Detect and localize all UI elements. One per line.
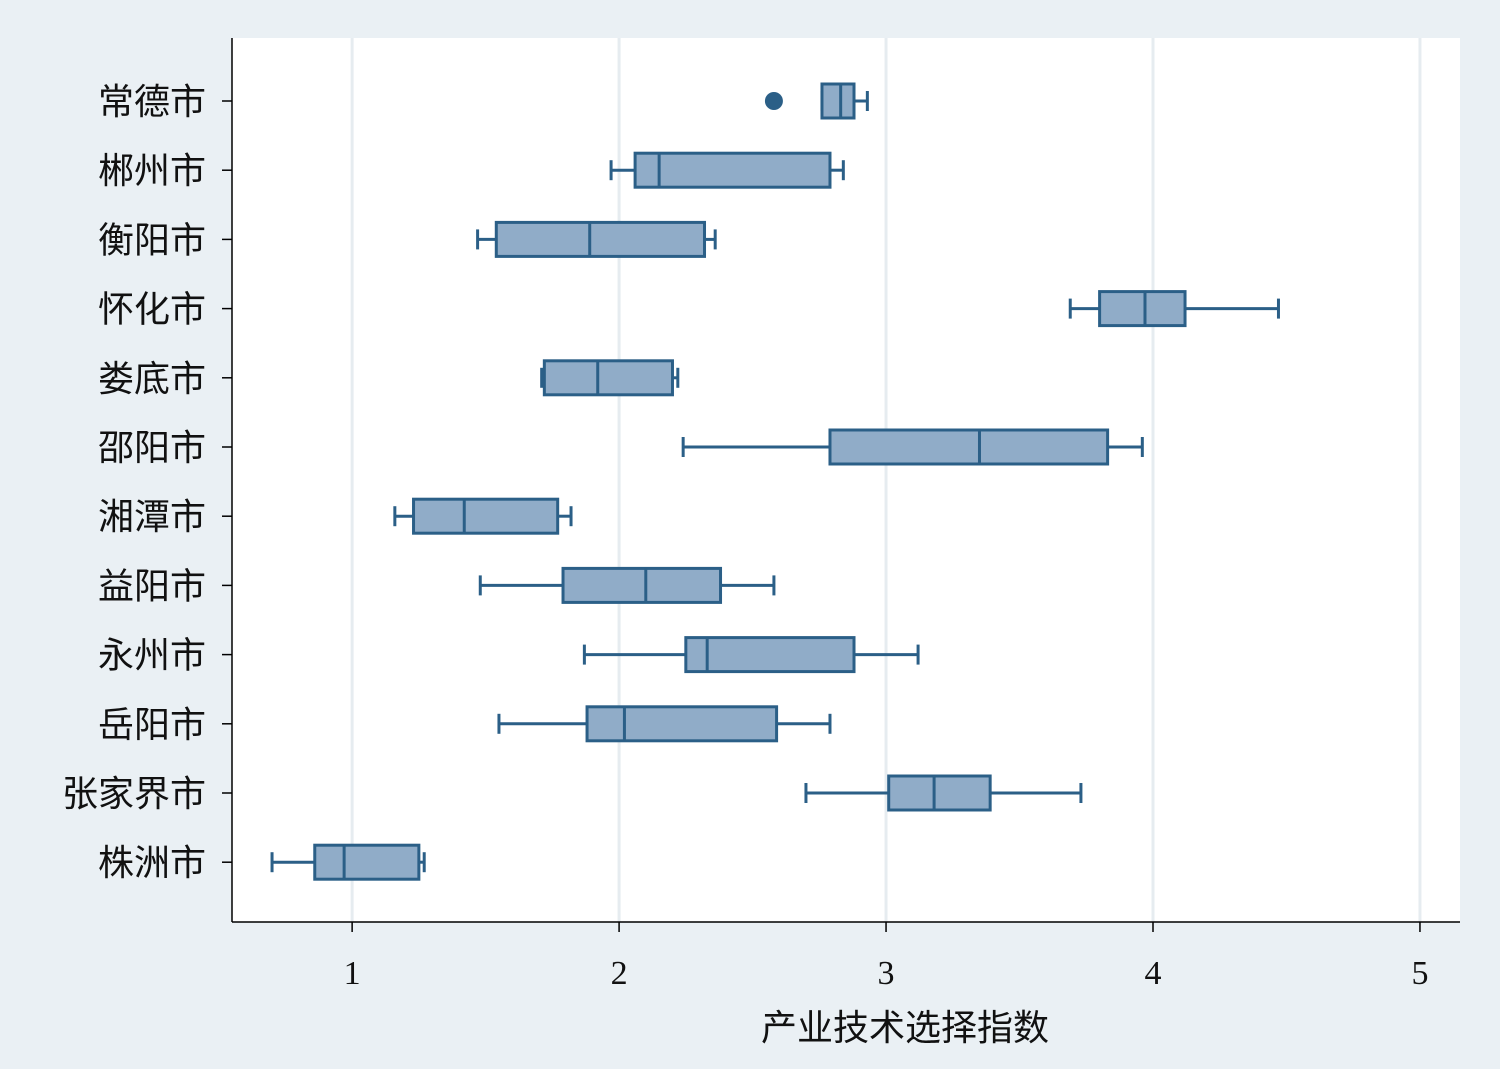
box-3 bbox=[476, 220, 717, 258]
y-category-label: 张家界市 bbox=[62, 774, 206, 815]
box-4 bbox=[1068, 290, 1280, 328]
y-category-label: 郴州市 bbox=[98, 151, 206, 192]
box-6 bbox=[681, 428, 1144, 466]
gridlines bbox=[350, 38, 1422, 922]
axes bbox=[231, 38, 1460, 923]
box-1 bbox=[764, 82, 869, 120]
box-iqr bbox=[633, 151, 832, 189]
y-category-label: 娄底市 bbox=[98, 359, 206, 400]
box-2 bbox=[609, 151, 845, 189]
y-category-label: 常德市 bbox=[98, 82, 206, 123]
box-iqr bbox=[494, 220, 707, 258]
outlier-point bbox=[764, 92, 783, 110]
x-tick-label: 4 bbox=[1145, 955, 1162, 992]
box-iqr bbox=[684, 636, 856, 674]
y-category-label: 永州市 bbox=[98, 636, 206, 677]
box-5 bbox=[540, 359, 680, 397]
plot-area bbox=[232, 38, 1460, 922]
y-category-label: 衡阳市 bbox=[98, 220, 206, 261]
y-category-label: 株洲市 bbox=[98, 843, 206, 884]
box-8 bbox=[478, 566, 776, 604]
labels: 1 2 3 4 5 常德市郴州市衡阳市怀化市娄底市邵阳市湘潭市益阳市永州市岳阳市张家界市株… bbox=[62, 82, 1428, 992]
box-iqr bbox=[585, 705, 779, 743]
box-iqr bbox=[313, 843, 421, 881]
box-12 bbox=[270, 843, 426, 881]
boxes bbox=[270, 82, 1280, 881]
x-tick-label: 2 bbox=[611, 955, 628, 992]
box-11 bbox=[804, 774, 1083, 812]
box-iqr bbox=[828, 428, 1110, 466]
box-iqr bbox=[561, 566, 723, 604]
y-category-label: 湘潭市 bbox=[98, 497, 206, 538]
y-category-label: 益阳市 bbox=[98, 566, 206, 607]
y-category-label: 怀化市 bbox=[98, 290, 206, 331]
box-iqr bbox=[542, 359, 674, 397]
box-iqr bbox=[887, 774, 992, 812]
box-iqr bbox=[1098, 290, 1187, 328]
box-iqr bbox=[820, 82, 856, 120]
box-7 bbox=[393, 497, 573, 535]
box-9 bbox=[582, 636, 920, 674]
y-category-label: 邵阳市 bbox=[98, 428, 206, 469]
y-category-label: 岳阳市 bbox=[98, 705, 206, 746]
x-axis-title: 产业技术选择指数 bbox=[761, 1008, 1049, 1049]
box-iqr bbox=[412, 497, 560, 535]
x-tick-label: 5 bbox=[1411, 955, 1428, 992]
x-tick-label: 1 bbox=[344, 955, 361, 992]
x-tick-label: 3 bbox=[878, 955, 895, 992]
box-10 bbox=[497, 705, 832, 743]
